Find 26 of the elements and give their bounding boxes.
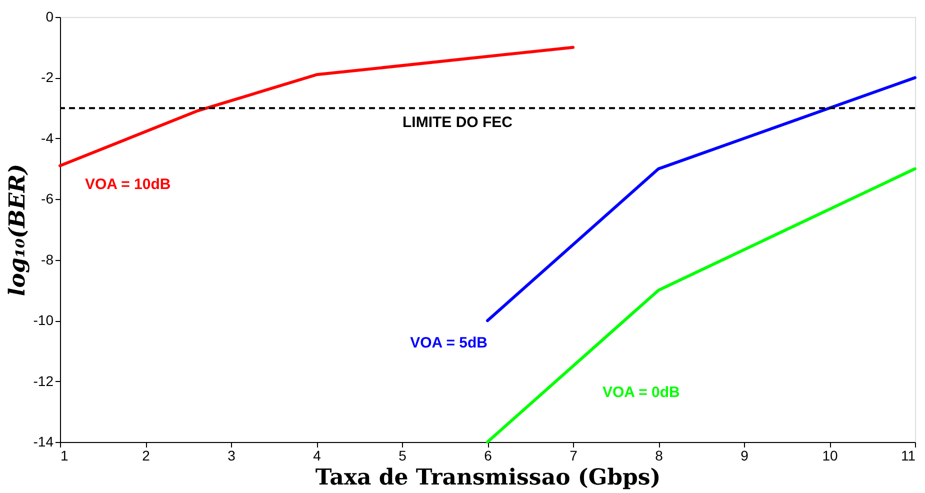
x-tick-label: 1: [60, 448, 68, 464]
x-tick-label: 10: [822, 448, 838, 464]
x-axis-title: Taxa de Transmissao (Gbps): [315, 464, 661, 490]
x-tick-label: 3: [228, 448, 236, 464]
y-tick-label: -12: [33, 372, 54, 389]
y-tick-label: -4: [41, 130, 54, 146]
y-tick-label: -10: [33, 312, 54, 328]
line-series: [58, 46, 574, 168]
x-tick-label: 6: [484, 448, 492, 464]
x-tick-label: 11: [900, 448, 916, 464]
text: VOA = 0dB: [602, 384, 680, 401]
x-tick-label: 9: [740, 448, 749, 464]
x-tick-label: 7: [570, 448, 578, 464]
y-tick-label: -6: [41, 190, 54, 207]
y-tick-label: -2: [41, 69, 54, 86]
x-tick-label: 2: [142, 448, 150, 464]
y-axis-title: log₁₀(BER): [4, 164, 30, 296]
x-tick-label: 4: [313, 448, 322, 464]
y-tick-label: -8: [41, 251, 54, 268]
x-tick-label: 8: [655, 448, 664, 464]
series-label: VOA = 10dB: [85, 176, 171, 193]
y-tick-label: 0: [46, 8, 54, 24]
series-label: VOA = 5dB: [410, 334, 488, 352]
y-tick-label: -14: [33, 434, 54, 450]
ref-line-label: LIMITE DO FEC: [402, 114, 513, 132]
x-tick-label: 5: [398, 448, 407, 464]
